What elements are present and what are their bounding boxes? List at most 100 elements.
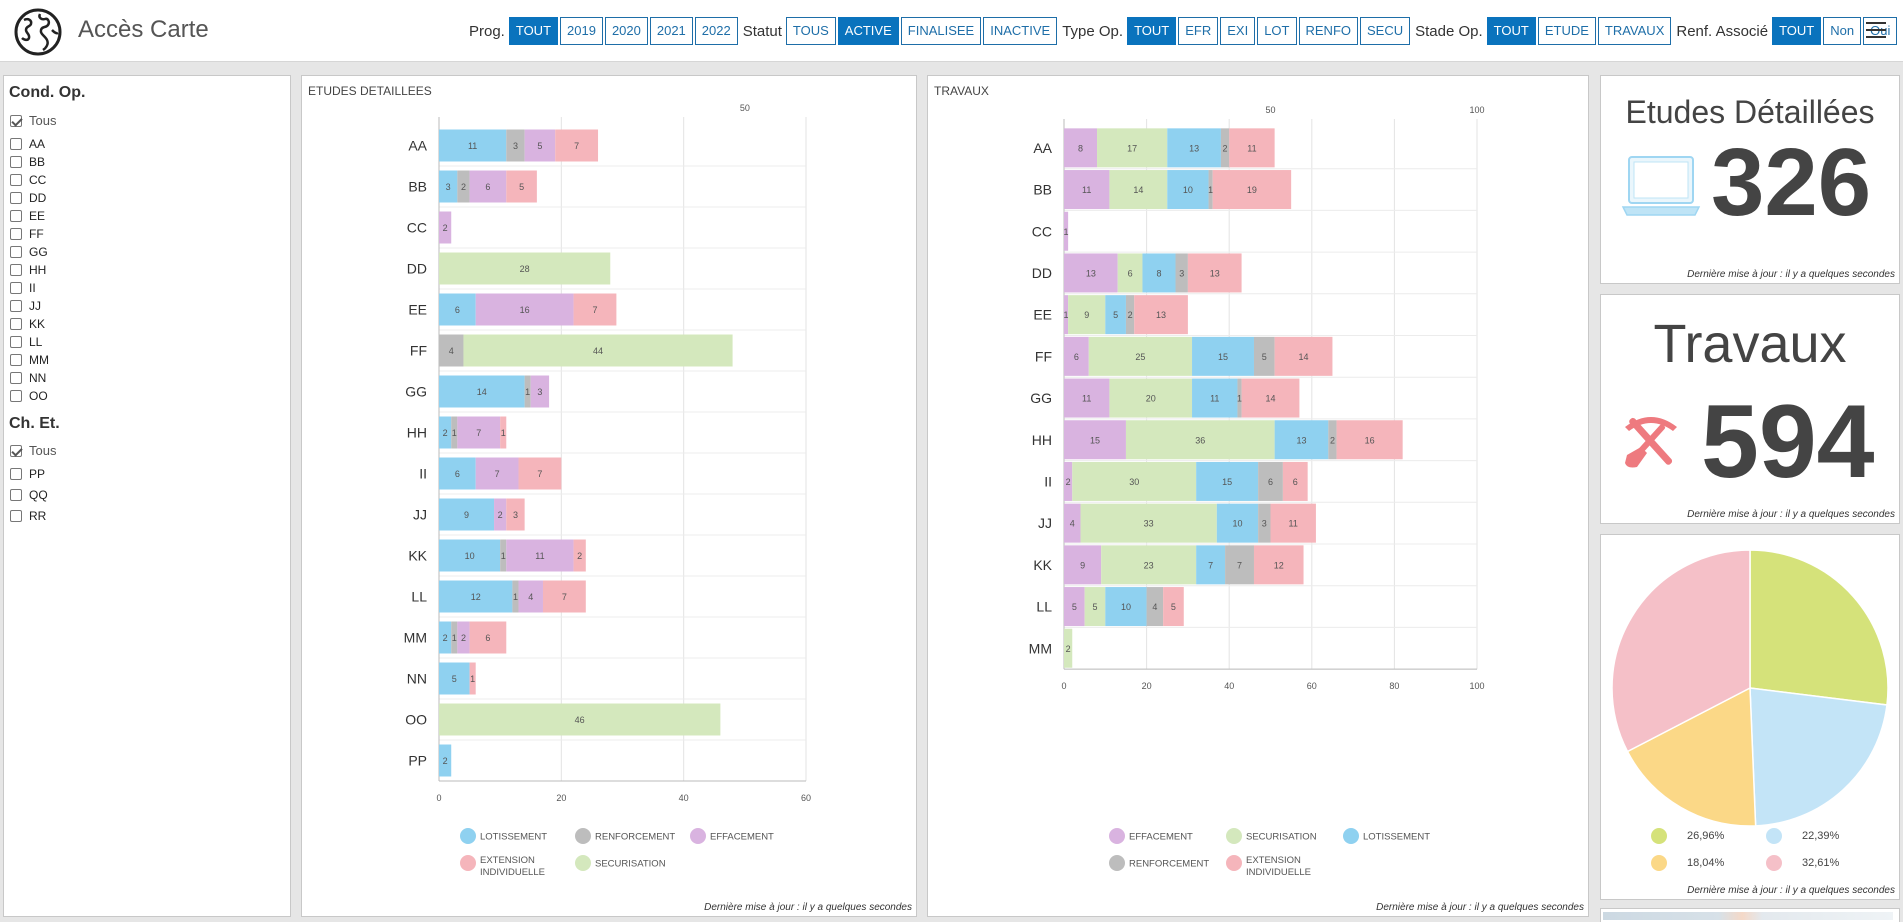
bar-segment-extension-individuelle[interactable] (1270, 503, 1316, 543)
legend-label[interactable]: SECURISATION (1246, 832, 1317, 843)
bar-segment-securisation[interactable] (1109, 378, 1193, 418)
legend-swatch[interactable] (575, 855, 591, 871)
ch-et-all-checkbox[interactable]: Tous (10, 443, 56, 458)
legend-label[interactable]: EFFACEMENT (710, 832, 774, 843)
bar-segment-lotissement[interactable] (439, 744, 452, 777)
bar-segment-effacement[interactable] (475, 293, 574, 326)
ch-et-pp-checkbox[interactable]: PP (10, 467, 45, 481)
bar-segment-extension-individuelle[interactable] (1282, 461, 1308, 501)
bar-segment-securisation[interactable] (1097, 128, 1168, 168)
bar-segment-extension-individuelle[interactable] (506, 170, 537, 203)
bar-segment-securisation[interactable] (1068, 295, 1106, 335)
legend-label[interactable]: EXTENSION (480, 855, 535, 866)
pie-slice[interactable] (1611, 549, 1751, 753)
bar-segment-extension-individuelle[interactable] (1336, 420, 1403, 460)
bar-segment-lotissement[interactable] (1167, 128, 1221, 168)
bar-segment-renforcement[interactable] (457, 170, 470, 203)
filter-prog-tout-button[interactable]: TOUT (508, 17, 559, 45)
filter-prog-2022-button[interactable]: 2022 (694, 17, 738, 45)
checkbox[interactable] (10, 282, 22, 294)
bar-segment-securisation[interactable] (1084, 587, 1106, 627)
filter-prog-2020-button[interactable]: 2020 (604, 17, 648, 45)
filter-stade-op-etude-button[interactable]: ETUDE (1537, 17, 1596, 45)
pie-legend-swatch[interactable] (1651, 855, 1667, 871)
legend-swatch[interactable] (460, 855, 476, 871)
bar-segment-effacement[interactable] (1064, 211, 1069, 251)
bar-segment-extension-individuelle[interactable] (1241, 378, 1300, 418)
checkbox[interactable] (10, 192, 22, 204)
bar-segment-renforcement[interactable] (524, 375, 531, 408)
pie-slice[interactable] (1749, 549, 1889, 706)
checkbox[interactable] (10, 138, 22, 150)
filter-type-op-secu-button[interactable]: SECU (1360, 17, 1411, 45)
legend-swatch[interactable] (1226, 855, 1242, 871)
bar-segment-effacement[interactable] (494, 498, 507, 531)
filter-type-op-renfo-button[interactable]: RENFO (1298, 17, 1358, 45)
bar-segment-renforcement[interactable] (1175, 253, 1188, 293)
bar-segment-effacement[interactable] (506, 539, 574, 572)
bar-segment-effacement[interactable] (1064, 336, 1089, 376)
bar-segment-securisation[interactable] (1109, 170, 1168, 210)
filter-type-op-lot-button[interactable]: LOT (1257, 17, 1297, 45)
bar-segment-securisation[interactable] (439, 703, 721, 736)
checkbox[interactable] (10, 246, 22, 258)
filter-stade-op-tout-button[interactable]: TOUT (1486, 17, 1536, 45)
bar-segment-effacement[interactable] (475, 457, 519, 490)
bar-segment-renforcement[interactable] (512, 580, 519, 613)
cond-op-aa-checkbox[interactable]: AA (10, 137, 45, 151)
bar-segment-lotissement[interactable] (1105, 295, 1126, 335)
bar-segment-effacement[interactable] (518, 580, 543, 613)
bar-segment-lotissement[interactable] (439, 580, 513, 613)
globe-icon[interactable] (14, 8, 62, 56)
filter-type-op-tout-button[interactable]: TOUT (1127, 17, 1177, 45)
checkbox[interactable] (10, 114, 22, 127)
bar-segment-effacement[interactable] (1064, 545, 1102, 585)
bar-segment-renforcement[interactable] (506, 129, 525, 162)
cond-op-ll-checkbox[interactable]: LL (10, 335, 42, 349)
legend-swatch[interactable] (460, 828, 476, 844)
bar-segment-effacement[interactable] (1064, 128, 1098, 168)
pie-legend-swatch[interactable] (1766, 855, 1782, 871)
filter-renf-associ-tout-button[interactable]: TOUT (1772, 17, 1822, 45)
bar-segment-renforcement[interactable] (500, 539, 507, 572)
bar-segment-extension-individuelle[interactable] (1187, 253, 1242, 293)
bar-segment-securisation[interactable] (1072, 461, 1197, 501)
checkbox[interactable] (10, 372, 22, 384)
bar-segment-effacement[interactable] (1064, 461, 1073, 501)
bar-segment-lotissement[interactable] (1167, 170, 1209, 210)
bar-segment-effacement[interactable] (457, 416, 501, 449)
bar-segment-effacement[interactable] (530, 375, 550, 408)
bar-segment-extension-individuelle[interactable] (1229, 128, 1275, 168)
filter-stade-op-travaux-button[interactable]: TRAVAUX (1597, 17, 1672, 45)
bar-segment-renforcement[interactable] (451, 621, 458, 654)
bar-segment-renforcement[interactable] (1146, 587, 1164, 627)
bar-segment-securisation[interactable] (439, 252, 611, 285)
bar-segment-securisation[interactable] (463, 334, 733, 367)
bar-segment-securisation[interactable] (1080, 503, 1217, 543)
bar-segment-lotissement[interactable] (1196, 545, 1226, 585)
checkbox[interactable] (10, 354, 22, 366)
cond-op-ii-checkbox[interactable]: II (10, 281, 36, 295)
filter-type-op-exi-button[interactable]: EXI (1220, 17, 1256, 45)
bar-segment-extension-individuelle[interactable] (469, 662, 476, 695)
checkbox[interactable] (10, 489, 22, 501)
bar-segment-lotissement[interactable] (439, 375, 525, 408)
bar-segment-lotissement[interactable] (1216, 503, 1259, 543)
bar-segment-effacement[interactable] (439, 211, 452, 244)
bar-segment-lotissement[interactable] (439, 662, 470, 695)
filter-prog-2021-button[interactable]: 2021 (649, 17, 693, 45)
checkbox[interactable] (10, 174, 22, 186)
checkbox[interactable] (10, 228, 22, 240)
ch-et-rr-checkbox[interactable]: RR (10, 509, 46, 523)
filter-prog-2019-button[interactable]: 2019 (560, 17, 603, 45)
cond-op-bb-checkbox[interactable]: BB (10, 155, 45, 169)
legend-label[interactable]: EFFACEMENT (1129, 832, 1193, 843)
ch-et-qq-checkbox[interactable]: QQ (10, 488, 48, 502)
cond-op-all-checkbox[interactable]: Tous (10, 113, 56, 128)
filter-renf-associ-non-button[interactable]: Non (1823, 17, 1862, 45)
bar-segment-extension-individuelle[interactable] (573, 293, 617, 326)
checkbox[interactable] (10, 336, 22, 348)
bar-segment-lotissement[interactable] (1142, 253, 1176, 293)
legend-swatch[interactable] (1109, 828, 1125, 844)
bar-segment-renforcement[interactable] (1208, 170, 1213, 210)
